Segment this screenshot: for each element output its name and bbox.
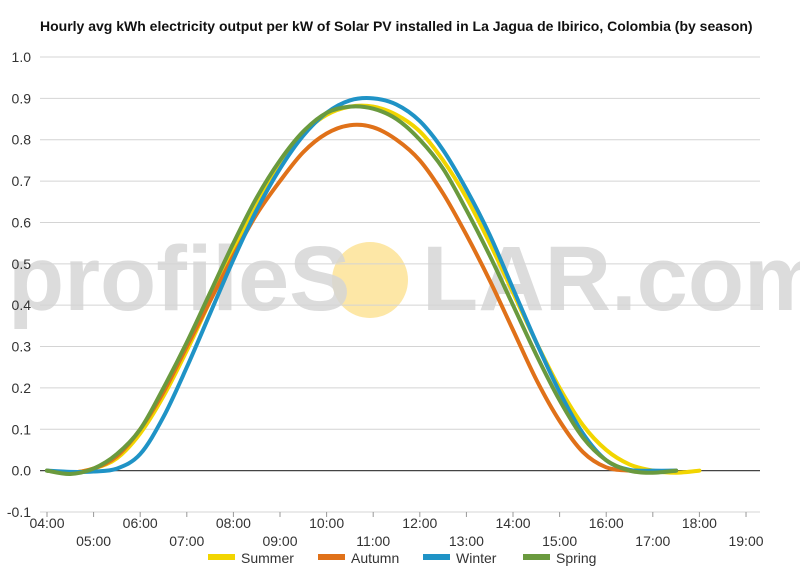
legend-swatch-spring bbox=[523, 554, 550, 560]
y-tick-label: 0.2 bbox=[12, 380, 32, 396]
x-tick-label: 11:00 bbox=[356, 533, 390, 549]
y-tick-label: -0.1 bbox=[7, 504, 31, 520]
y-tick-label: 0.6 bbox=[12, 214, 32, 230]
x-tick-label: 14:00 bbox=[495, 515, 530, 531]
x-tick-label: 04:00 bbox=[29, 515, 64, 531]
y-tick-label: 0.4 bbox=[12, 297, 32, 313]
y-tick-label: 0.5 bbox=[12, 256, 32, 272]
watermark-sun bbox=[332, 242, 408, 318]
x-tick-label: 05:00 bbox=[76, 533, 111, 549]
legend-label-summer: Summer bbox=[241, 550, 294, 566]
y-tick-label: 0.9 bbox=[12, 90, 32, 106]
x-tick-label: 19:00 bbox=[728, 533, 763, 549]
series-line-summer bbox=[44, 103, 702, 475]
x-tick-label: 06:00 bbox=[123, 515, 158, 531]
x-tick-label: 15:00 bbox=[542, 533, 577, 549]
x-tick-label: 17:00 bbox=[635, 533, 670, 549]
legend-swatch-winter bbox=[423, 554, 450, 560]
legend-label-autumn: Autumn bbox=[351, 550, 399, 566]
x-tick-label: 12:00 bbox=[402, 515, 437, 531]
legend-swatch-summer bbox=[208, 554, 235, 560]
watermark-text: profileSOLAR.com bbox=[8, 228, 800, 330]
y-tick-label: 0.3 bbox=[12, 339, 32, 355]
y-tick-label: 0.1 bbox=[12, 421, 32, 437]
legend-label-spring: Spring bbox=[556, 550, 596, 566]
x-tick-label: 13:00 bbox=[449, 533, 484, 549]
y-tick-label: 0.0 bbox=[12, 463, 32, 479]
x-tick-label: 18:00 bbox=[682, 515, 717, 531]
y-tick-label: 0.7 bbox=[12, 173, 32, 189]
x-tick-label: 08:00 bbox=[216, 515, 251, 531]
y-tick-label: 0.8 bbox=[12, 132, 32, 148]
series-line-winter bbox=[44, 96, 679, 474]
y-tick-label: 1.0 bbox=[12, 49, 32, 65]
series-line-spring bbox=[44, 104, 679, 476]
x-tick-label: 16:00 bbox=[589, 515, 624, 531]
x-tick-label: 10:00 bbox=[309, 515, 344, 531]
legend-swatch-autumn bbox=[318, 554, 345, 560]
chart-title: Hourly avg kWh electricity output per kW… bbox=[40, 18, 753, 34]
x-tick-label: 09:00 bbox=[262, 533, 297, 549]
x-tick-label: 07:00 bbox=[169, 533, 204, 549]
legend-label-winter: Winter bbox=[456, 550, 497, 566]
